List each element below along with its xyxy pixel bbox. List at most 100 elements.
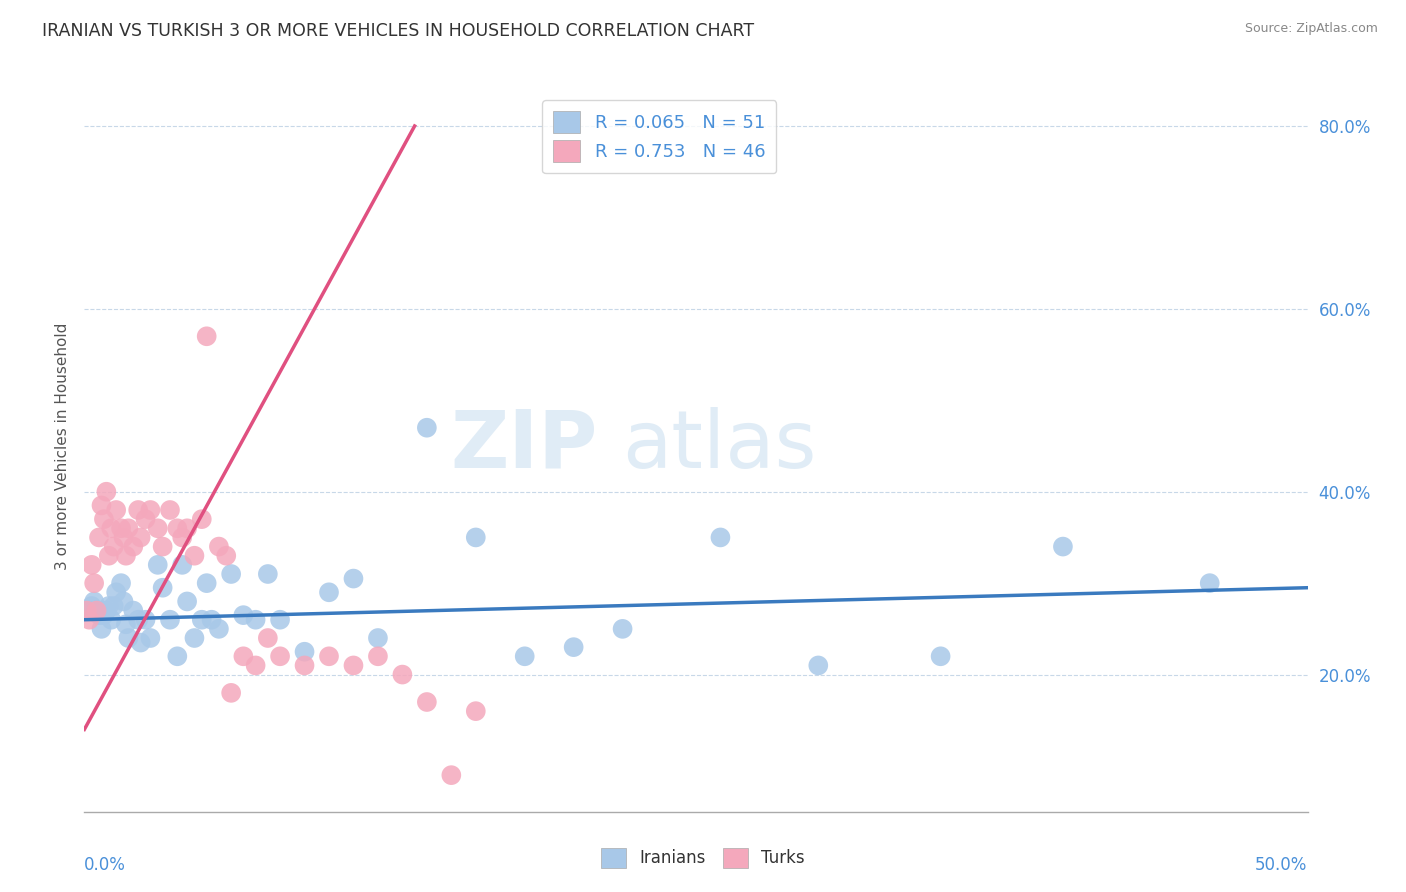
Point xyxy=(122,603,145,617)
Point xyxy=(77,603,100,617)
Point xyxy=(117,521,139,535)
Point xyxy=(416,421,439,435)
Point xyxy=(257,567,280,582)
Point xyxy=(80,599,103,613)
Point xyxy=(294,658,316,673)
Point xyxy=(110,521,132,535)
Point xyxy=(93,512,115,526)
Point xyxy=(96,484,118,499)
Point xyxy=(103,599,125,613)
Text: IRANIAN VS TURKISH 3 OR MORE VEHICLES IN HOUSEHOLD CORRELATION CHART: IRANIAN VS TURKISH 3 OR MORE VEHICLES IN… xyxy=(42,22,754,40)
Point xyxy=(612,622,634,636)
Legend: R = 0.065   N = 51, R = 0.753   N = 46: R = 0.065 N = 51, R = 0.753 N = 46 xyxy=(543,100,776,173)
Point xyxy=(367,631,389,645)
Point xyxy=(135,613,157,627)
Point xyxy=(1198,576,1220,591)
Point xyxy=(191,613,214,627)
Point xyxy=(117,631,139,645)
Point xyxy=(166,649,188,664)
Point xyxy=(110,576,132,591)
Point xyxy=(76,603,98,617)
Point xyxy=(807,658,830,673)
Point xyxy=(97,549,120,563)
Point xyxy=(139,503,162,517)
Point xyxy=(208,622,231,636)
Point xyxy=(269,613,291,627)
Point xyxy=(83,594,105,608)
Point xyxy=(100,521,122,535)
Point xyxy=(166,521,188,535)
Point xyxy=(342,658,364,673)
Point xyxy=(195,576,218,591)
Point xyxy=(87,608,110,623)
Point xyxy=(112,530,135,544)
Point xyxy=(135,512,157,526)
Point xyxy=(146,521,169,535)
Point xyxy=(232,608,254,623)
Point xyxy=(122,540,145,554)
Point xyxy=(232,649,254,664)
Point xyxy=(127,613,149,627)
Point xyxy=(80,558,103,572)
Point xyxy=(77,613,100,627)
Point xyxy=(159,503,181,517)
Point xyxy=(86,603,108,617)
Point xyxy=(87,530,110,544)
Point xyxy=(195,329,218,343)
Point xyxy=(269,649,291,664)
Point xyxy=(183,549,205,563)
Point xyxy=(440,768,463,782)
Point xyxy=(176,594,198,608)
Point xyxy=(367,649,389,664)
Y-axis label: 3 or more Vehicles in Household: 3 or more Vehicles in Household xyxy=(55,322,70,570)
Point xyxy=(191,512,214,526)
Point xyxy=(172,530,194,544)
Point xyxy=(416,695,439,709)
Point xyxy=(86,603,108,617)
Point xyxy=(172,558,194,572)
Point xyxy=(96,603,118,617)
Point xyxy=(709,530,731,544)
Point xyxy=(245,658,267,673)
Point xyxy=(93,608,115,623)
Point xyxy=(176,521,198,535)
Point xyxy=(342,572,364,586)
Point xyxy=(318,649,340,664)
Point xyxy=(105,585,128,599)
Text: atlas: atlas xyxy=(623,407,817,485)
Text: Source: ZipAtlas.com: Source: ZipAtlas.com xyxy=(1244,22,1378,36)
Point xyxy=(1052,540,1074,554)
Point xyxy=(318,585,340,599)
Point xyxy=(105,503,128,517)
Point xyxy=(245,613,267,627)
Point xyxy=(100,613,122,627)
Point xyxy=(513,649,536,664)
Point xyxy=(139,631,162,645)
Point xyxy=(562,640,585,655)
Point xyxy=(103,540,125,554)
Text: 0.0%: 0.0% xyxy=(84,855,127,873)
Point xyxy=(257,631,280,645)
Point xyxy=(152,581,174,595)
Point xyxy=(129,530,152,544)
Point xyxy=(152,540,174,554)
Point xyxy=(127,503,149,517)
Point xyxy=(219,686,242,700)
Point xyxy=(159,613,181,627)
Point xyxy=(464,704,486,718)
Point xyxy=(294,645,316,659)
Point xyxy=(129,635,152,649)
Point xyxy=(219,567,242,582)
Point xyxy=(115,617,138,632)
Point xyxy=(146,558,169,572)
Point xyxy=(200,613,222,627)
Text: ZIP: ZIP xyxy=(451,407,598,485)
Point xyxy=(115,549,138,563)
Point xyxy=(208,540,231,554)
Point xyxy=(90,499,112,513)
Point xyxy=(97,599,120,613)
Point xyxy=(215,549,238,563)
Point xyxy=(391,667,413,681)
Point xyxy=(183,631,205,645)
Text: 50.0%: 50.0% xyxy=(1256,855,1308,873)
